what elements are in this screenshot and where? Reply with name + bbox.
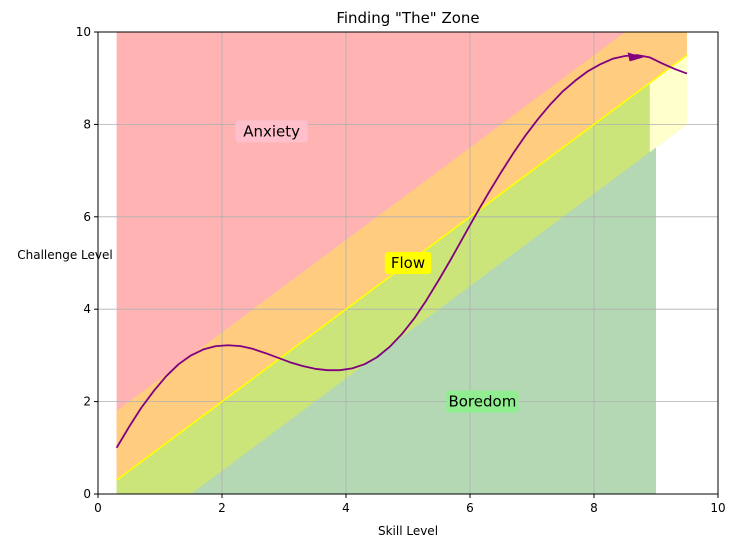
- annotation-box: [235, 120, 308, 143]
- x-axis-label: Skill Level: [378, 524, 438, 538]
- annotations: Anxiety Flow Boredom: [235, 120, 519, 413]
- flow-band-1: [116, 55, 687, 494]
- annotation-boredom: Boredom: [446, 390, 519, 413]
- annotation-text: Boredom: [448, 393, 516, 411]
- grid: [98, 32, 718, 494]
- annotation-box: [446, 390, 519, 413]
- y-tick-label: 2: [83, 395, 91, 409]
- y-tick-label: 8: [83, 117, 91, 131]
- plot-frame: [97, 31, 719, 495]
- annotation-text: Flow: [391, 254, 425, 272]
- y-tick-label: 6: [83, 210, 91, 224]
- annotation-text: Anxiety: [243, 122, 300, 140]
- x-tick-label: 0: [94, 501, 102, 515]
- y-tick-label: 4: [83, 302, 91, 316]
- x-tick-label: 10: [710, 501, 725, 515]
- ticks: 0 2 4 6 8 10 0 2 4 6 8 10: [76, 25, 726, 515]
- annotation-anxiety: Anxiety: [235, 120, 308, 143]
- x-tick-label: 2: [218, 501, 226, 515]
- plot-area: [116, 32, 687, 494]
- flow-band-2: [649, 55, 687, 153]
- y-axis-label: Challenge Level: [17, 248, 112, 262]
- journey-arrowhead: [627, 52, 644, 62]
- x-tick-label: 4: [342, 501, 350, 515]
- journey-line: [115, 54, 688, 449]
- chart-title: Finding "The" Zone: [336, 9, 479, 27]
- y-tick-label: 0: [83, 487, 91, 501]
- y-tick-label: 10: [76, 25, 91, 39]
- annotation-flow: Flow: [384, 252, 432, 274]
- x-tick-label: 6: [466, 501, 474, 515]
- annotation-box: [384, 252, 432, 274]
- x-tick-label: 8: [590, 501, 598, 515]
